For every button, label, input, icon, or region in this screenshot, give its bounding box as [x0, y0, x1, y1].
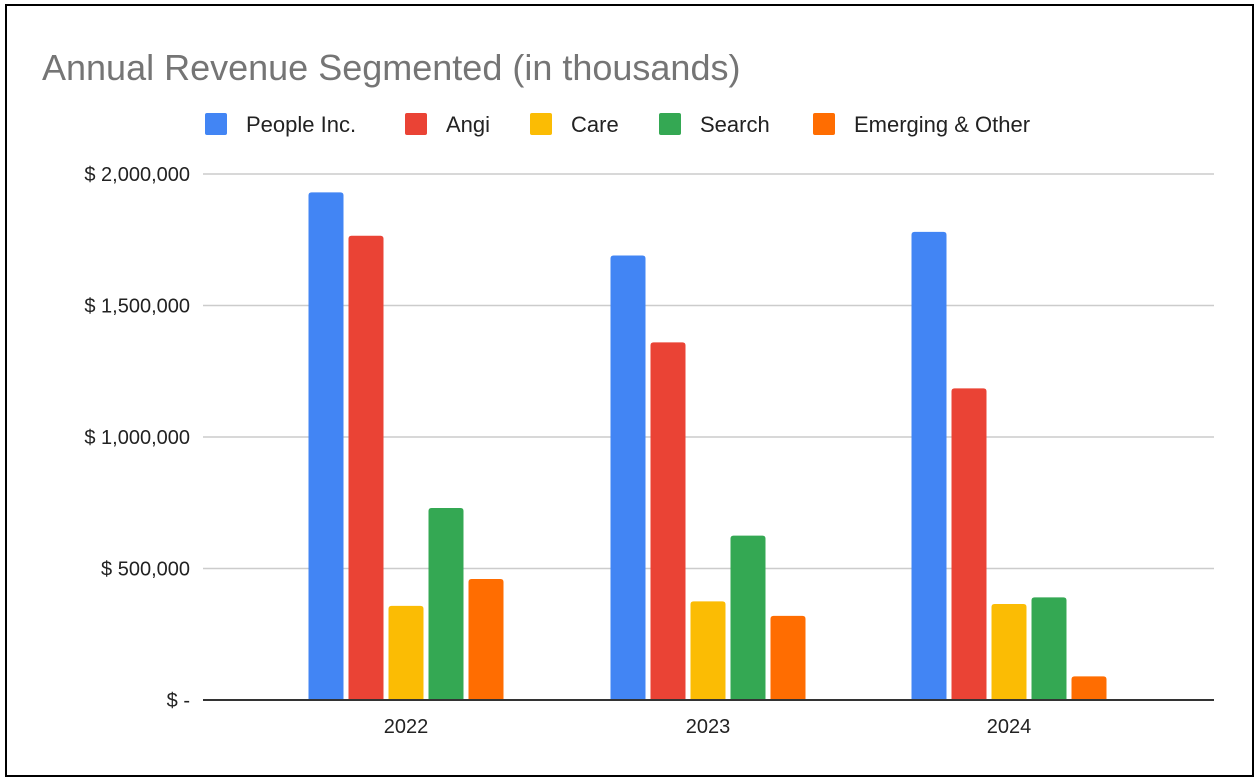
bar-angi-2024 — [951, 388, 987, 700]
legend-swatch — [405, 113, 427, 135]
x-tick-label: 2023 — [686, 716, 731, 738]
bar-angi-2022 — [348, 235, 384, 700]
legend-swatch — [205, 113, 227, 135]
bar-care-2023 — [690, 601, 726, 700]
bar-people-inc--2024 — [911, 231, 947, 701]
bar-emerging-other-2024 — [1071, 676, 1107, 700]
y-tick-label: $ 500,000 — [101, 559, 190, 581]
y-tick-label: $ 1,500,000 — [84, 296, 190, 318]
legend: People Inc. Angi Care Search Emerging & Othe… — [205, 112, 1030, 137]
legend-item[interactable]: Angi — [405, 112, 490, 137]
x-tick-label: 2024 — [987, 716, 1032, 738]
legend-label: Angi — [446, 112, 490, 137]
bar-care-2022 — [388, 605, 424, 700]
bar-people-inc--2022 — [308, 192, 344, 700]
x-tick-label: 2022 — [384, 716, 429, 738]
bar-emerging-other-2022 — [468, 579, 504, 700]
bar-search-2023 — [730, 535, 766, 700]
y-tick-label: $ 1,000,000 — [84, 427, 190, 449]
legend-item[interactable]: People Inc. — [205, 112, 356, 137]
legend-swatch — [659, 113, 681, 135]
chart-title: Annual Revenue Segmented (in thousands) — [42, 47, 740, 88]
bars — [308, 192, 1107, 701]
bar-search-2024 — [1031, 597, 1067, 700]
legend-label: Care — [571, 112, 619, 137]
legend-swatch — [530, 113, 552, 135]
legend-label: People Inc. — [246, 112, 356, 137]
y-tick-label: $ - — [167, 690, 190, 712]
legend-swatch — [813, 113, 835, 135]
bar-emerging-other-2023 — [770, 615, 806, 700]
legend-label: Emerging & Other — [854, 112, 1030, 137]
bar-angi-2023 — [650, 342, 686, 700]
x-axis: 2022 2023 2024 — [203, 699, 1214, 738]
legend-item[interactable]: Emerging & Other — [813, 112, 1030, 137]
bar-people-inc--2023 — [610, 255, 646, 700]
bar-care-2024 — [991, 604, 1027, 700]
legend-item[interactable]: Search — [659, 112, 770, 137]
legend-item[interactable]: Care — [530, 112, 619, 137]
y-tick-label: $ 2,000,000 — [84, 164, 190, 186]
legend-label: Search — [700, 112, 770, 137]
y-axis: $ - $ 500,000 $ 1,000,000 $ 1,500,000 $ 2,00… — [84, 164, 190, 712]
bar-search-2022 — [428, 508, 464, 700]
